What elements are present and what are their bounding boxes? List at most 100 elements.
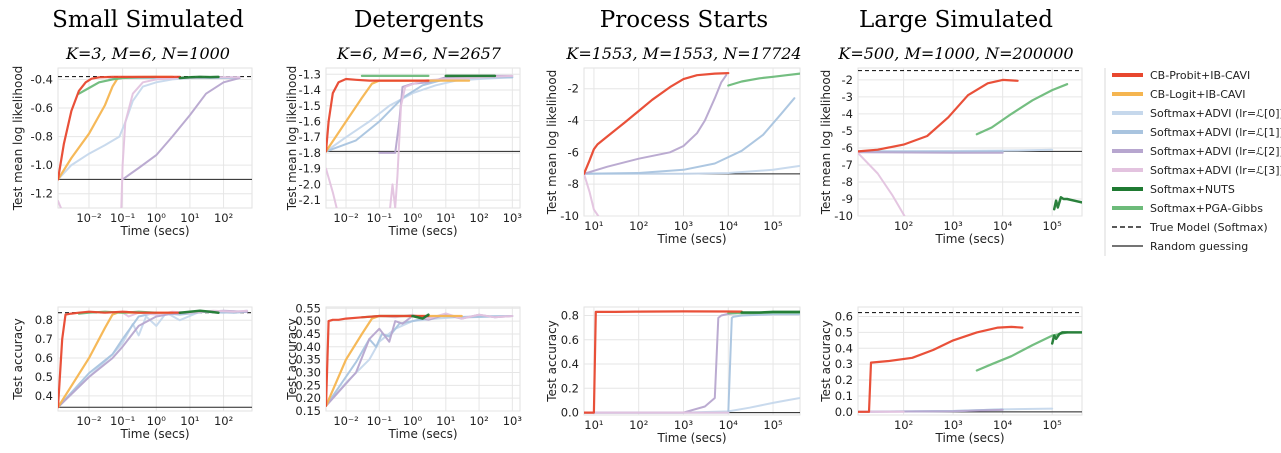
legend-label: Softmax+ADVI (lr=ℒ[0]) xyxy=(1150,107,1281,120)
y-tick-label: -6 xyxy=(842,141,853,155)
y-tick-label: -8 xyxy=(568,177,579,191)
y-tick-label: -6 xyxy=(568,145,579,159)
series-line xyxy=(584,74,728,175)
y-tick-label: 0.30 xyxy=(295,365,321,379)
x-axis-label: Time (secs) xyxy=(934,431,1004,445)
x-tick-label: 10² xyxy=(469,211,488,225)
x-tick-label: 10⁴ xyxy=(993,418,1013,432)
plot-lines xyxy=(326,74,520,208)
y-tick-label: 0.2 xyxy=(835,373,853,387)
series-line xyxy=(178,75,220,80)
y-tick-label: 0.0 xyxy=(835,405,853,419)
x-axis-label: Time (secs) xyxy=(387,427,457,441)
series-line xyxy=(326,76,514,153)
y-tick-label: -4 xyxy=(568,114,579,128)
x-tick-label: 10⁵ xyxy=(763,418,783,432)
y-tick-label: 0.40 xyxy=(295,340,321,354)
legend-item: Random guessing xyxy=(1112,240,1248,253)
x-tick-label: 10² xyxy=(214,414,233,428)
x-tick-label: 10⁵ xyxy=(1043,219,1063,233)
series-line xyxy=(58,75,181,181)
legend-item: Softmax+NUTS xyxy=(1112,183,1235,196)
subtitle-large-simulated: K=500, M=1000, N=200000 xyxy=(837,44,1073,63)
x-tick-label: 10⁻² xyxy=(333,211,358,225)
y-tick-label: 0.7 xyxy=(35,332,53,346)
y-tick-label: 0.5 xyxy=(35,370,53,384)
x-tick-label: 10¹ xyxy=(584,219,603,233)
legend-item: Softmax+ADVI (lr=ℒ[0]) xyxy=(1112,107,1281,120)
x-axis-label: Time (secs) xyxy=(119,224,189,238)
x-tick-label: 10⁴ xyxy=(719,219,739,233)
series-line xyxy=(58,310,181,409)
x-tick-label: 10⁴ xyxy=(719,418,739,432)
x-tick-label: 10² xyxy=(894,418,913,432)
y-tick-label: 0.35 xyxy=(295,353,321,367)
y-tick-label: 0.55 xyxy=(295,301,321,315)
y-tick-label: 0.25 xyxy=(295,378,321,392)
y-tick-label: 0.8 xyxy=(561,308,579,322)
panel-large-simulated-accuracy: 10² 10³ 10⁴ 10⁵ 0.0 0.1 0.2 0.3 0.4 0.50.6 Time (s… xyxy=(819,306,1083,445)
legend-item: Softmax+ADVI (lr=ℒ[1]) xyxy=(1112,126,1281,139)
y-tick-label: 0.8 xyxy=(35,313,53,327)
y-tick-label: 0.2 xyxy=(561,381,579,395)
y-axis-label: Test mean log likelihood xyxy=(11,66,25,212)
x-tick-label: 10² xyxy=(629,418,648,432)
x-tick-label: 10⁻¹ xyxy=(367,211,392,225)
legend-item: True Model (Softmax) xyxy=(1112,221,1268,234)
y-tick-label: 0.4 xyxy=(561,357,579,371)
y-tick-label: 0.4 xyxy=(835,341,853,355)
series-line xyxy=(1050,331,1082,345)
x-tick-label: 10⁻¹ xyxy=(367,414,392,428)
subtitle-process-starts: K=1553, M=1553, N=17724 xyxy=(565,44,801,63)
series-line xyxy=(858,325,1024,413)
y-tick-label: -1.8 xyxy=(299,146,321,160)
legend-label: Softmax+ADVI (lr=ℒ[1]) xyxy=(1150,126,1281,139)
x-tick-label: 10⁰ xyxy=(403,414,423,428)
x-tick-label: 10⁰ xyxy=(403,211,423,225)
y-tick-label: 0.6 xyxy=(835,310,853,324)
y-tick-label: -2.1 xyxy=(299,193,321,207)
series-line xyxy=(121,77,241,181)
y-tick-label: -1.7 xyxy=(299,130,321,144)
legend-item: Softmax+ADVI (lr=ℒ[2]) xyxy=(1112,145,1281,158)
y-axis-label: Test accuracy xyxy=(545,320,559,403)
plot-area xyxy=(57,67,253,209)
legend-label: Softmax+NUTS xyxy=(1150,183,1235,196)
series-line xyxy=(584,172,600,216)
plot-area xyxy=(583,306,801,416)
series-line xyxy=(740,310,800,314)
legend: CB-Probit+IB-CAVI CB-Logit+IB-CAVI Softmax… xyxy=(1104,68,1281,256)
y-tick-label: -7 xyxy=(842,158,853,172)
x-tick-label: 10¹ xyxy=(584,418,603,432)
chart-panels: 10⁻² 10⁻¹ 10⁰ 10¹ 10² -1.2 -1.0 -0.8 -0.6 -0.4 Tim… xyxy=(11,66,1083,445)
y-tick-label: -1.4 xyxy=(299,83,321,97)
panel-process-starts-accuracy: 10¹ 10² 10³ 10⁴ 10⁵ 0.0 0.2 0.4 0.6 0.8 Time (secs… xyxy=(545,306,801,445)
legend-label: Random guessing xyxy=(1150,240,1248,253)
x-axis-label: Time (secs) xyxy=(934,232,1004,246)
x-tick-label: 10³ xyxy=(503,414,523,428)
x-tick-label: 10³ xyxy=(944,418,964,432)
plot-lines xyxy=(58,75,252,208)
panel-process-starts-loglik: 10¹ 10² 10³ 10⁴ 10⁵ -10 -8 -6 -4 -2 Time (secs) Tes… xyxy=(545,67,801,246)
y-tick-label: -0.6 xyxy=(31,101,53,115)
y-tick-label: 0.6 xyxy=(561,333,579,347)
series-line xyxy=(584,71,730,175)
legend-label: Softmax+ADVI (lr=ℒ[3]) xyxy=(1150,164,1281,177)
y-tick-label: -2 xyxy=(842,73,853,87)
x-tick-label: 10⁰ xyxy=(147,211,167,225)
y-tick-label: -1.0 xyxy=(31,158,53,172)
y-tick-label: -2.0 xyxy=(299,177,321,191)
x-tick-label: 10² xyxy=(469,414,488,428)
plot-area xyxy=(583,67,801,217)
series-line xyxy=(975,83,1069,136)
y-axis-label: Test mean log likelihood xyxy=(285,66,299,212)
x-tick-label: 10¹ xyxy=(436,414,455,428)
y-tick-label: -0.4 xyxy=(31,72,53,86)
column-titles: Small Simulated K=3, M=6, N=1000 Deterge… xyxy=(52,7,1073,63)
legend-label: CB-Probit+IB-CAVI xyxy=(1150,69,1250,82)
series-line xyxy=(858,152,906,216)
legend-item: CB-Logit+IB-CAVI xyxy=(1112,88,1245,101)
panel-detergents-accuracy: 10⁻² 10⁻¹ 10⁰ 10¹ 10² 10³ 0.150.200.250.300.35… xyxy=(285,301,522,441)
x-tick-label: 10⁻² xyxy=(76,414,101,428)
y-tick-label: -0.8 xyxy=(31,130,53,144)
